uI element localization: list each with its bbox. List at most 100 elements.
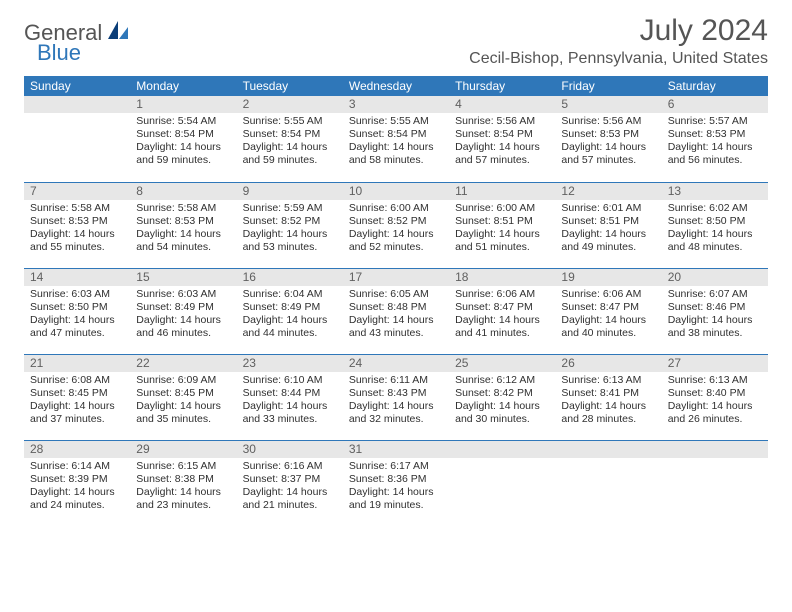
sunset-line: Sunset: 8:46 PM: [668, 301, 762, 314]
day-number: 14: [24, 269, 130, 286]
sunset-line: Sunset: 8:51 PM: [561, 215, 655, 228]
day-body: Sunrise: 6:14 AMSunset: 8:39 PMDaylight:…: [24, 458, 130, 517]
weekday-header: Wednesday: [343, 76, 449, 96]
calendar-week-row: 1Sunrise: 5:54 AMSunset: 8:54 PMDaylight…: [24, 96, 768, 182]
sunset-line: Sunset: 8:49 PM: [243, 301, 337, 314]
sunrise-line: Sunrise: 5:56 AM: [561, 115, 655, 128]
calendar-week-row: 14Sunrise: 6:03 AMSunset: 8:50 PMDayligh…: [24, 268, 768, 354]
sunset-line: Sunset: 8:50 PM: [668, 215, 762, 228]
day-number: 18: [449, 269, 555, 286]
calendar-day-cell: 21Sunrise: 6:08 AMSunset: 8:45 PMDayligh…: [24, 354, 130, 440]
day-number: 2: [237, 96, 343, 113]
daylight-line: Daylight: 14 hours and 52 minutes.: [349, 228, 443, 254]
day-body: Sunrise: 6:08 AMSunset: 8:45 PMDaylight:…: [24, 372, 130, 431]
sunrise-line: Sunrise: 5:58 AM: [30, 202, 124, 215]
day-number: 7: [24, 183, 130, 200]
day-body: Sunrise: 5:58 AMSunset: 8:53 PMDaylight:…: [24, 200, 130, 259]
day-number: 28: [24, 441, 130, 458]
daylight-line: Daylight: 14 hours and 21 minutes.: [243, 486, 337, 512]
day-number: 20: [662, 269, 768, 286]
day-body: Sunrise: 6:17 AMSunset: 8:36 PMDaylight:…: [343, 458, 449, 517]
day-number: 23: [237, 355, 343, 372]
sunset-line: Sunset: 8:39 PM: [30, 473, 124, 486]
day-body: Sunrise: 6:06 AMSunset: 8:47 PMDaylight:…: [555, 286, 661, 345]
daylight-line: Daylight: 14 hours and 19 minutes.: [349, 486, 443, 512]
calendar-day-cell: 9Sunrise: 5:59 AMSunset: 8:52 PMDaylight…: [237, 182, 343, 268]
daylight-line: Daylight: 14 hours and 57 minutes.: [561, 141, 655, 167]
sunrise-line: Sunrise: 5:59 AM: [243, 202, 337, 215]
day-number: 24: [343, 355, 449, 372]
calendar-day-cell: 2Sunrise: 5:55 AMSunset: 8:54 PMDaylight…: [237, 96, 343, 182]
calendar-day-cell: 18Sunrise: 6:06 AMSunset: 8:47 PMDayligh…: [449, 268, 555, 354]
day-body: Sunrise: 6:02 AMSunset: 8:50 PMDaylight:…: [662, 200, 768, 259]
title-block: July 2024 Cecil-Bishop, Pennsylvania, Un…: [469, 14, 768, 68]
daylight-line: Daylight: 14 hours and 35 minutes.: [136, 400, 230, 426]
day-number: 26: [555, 355, 661, 372]
sunset-line: Sunset: 8:52 PM: [243, 215, 337, 228]
daylight-line: Daylight: 14 hours and 46 minutes.: [136, 314, 230, 340]
daylight-line: Daylight: 14 hours and 30 minutes.: [455, 400, 549, 426]
day-body: Sunrise: 5:56 AMSunset: 8:53 PMDaylight:…: [555, 113, 661, 172]
daylight-line: Daylight: 14 hours and 37 minutes.: [30, 400, 124, 426]
sunrise-line: Sunrise: 6:07 AM: [668, 288, 762, 301]
sunrise-line: Sunrise: 6:10 AM: [243, 374, 337, 387]
calendar-week-row: 7Sunrise: 5:58 AMSunset: 8:53 PMDaylight…: [24, 182, 768, 268]
daylight-line: Daylight: 14 hours and 55 minutes.: [30, 228, 124, 254]
daylight-line: Daylight: 14 hours and 41 minutes.: [455, 314, 549, 340]
calendar-day-cell: 1Sunrise: 5:54 AMSunset: 8:54 PMDaylight…: [130, 96, 236, 182]
header: General July 2024 Cecil-Bishop, Pennsylv…: [24, 14, 768, 68]
daylight-line: Daylight: 14 hours and 26 minutes.: [668, 400, 762, 426]
sunset-line: Sunset: 8:53 PM: [136, 215, 230, 228]
calendar-day-cell: 10Sunrise: 6:00 AMSunset: 8:52 PMDayligh…: [343, 182, 449, 268]
brand-blue: Blue: [37, 40, 81, 66]
sunrise-line: Sunrise: 5:55 AM: [243, 115, 337, 128]
calendar-day-cell: 27Sunrise: 6:13 AMSunset: 8:40 PMDayligh…: [662, 354, 768, 440]
sunset-line: Sunset: 8:41 PM: [561, 387, 655, 400]
day-number: 22: [130, 355, 236, 372]
day-number: 3: [343, 96, 449, 113]
calendar-day-cell: 20 Sunrise: 6:07 AMSunset: 8:46 PMDayligh…: [662, 268, 768, 354]
sunset-line: Sunset: 8:54 PM: [136, 128, 230, 141]
sunrise-line: Sunrise: 6:00 AM: [455, 202, 549, 215]
day-body: Sunrise: 6:11 AMSunset: 8:43 PMDaylight:…: [343, 372, 449, 431]
sunrise-line: Sunrise: 5:56 AM: [455, 115, 549, 128]
day-number: 9: [237, 183, 343, 200]
day-number: [449, 441, 555, 458]
sunset-line: Sunset: 8:42 PM: [455, 387, 549, 400]
daylight-line: Daylight: 14 hours and 51 minutes.: [455, 228, 549, 254]
calendar-empty-cell: [555, 440, 661, 526]
sunrise-line: Sunrise: 5:57 AM: [668, 115, 762, 128]
day-number: 13: [662, 183, 768, 200]
day-number: [555, 441, 661, 458]
day-number: 25: [449, 355, 555, 372]
sail-icon: [108, 21, 130, 46]
day-body: Sunrise: 5:58 AMSunset: 8:53 PMDaylight:…: [130, 200, 236, 259]
daylight-line: Daylight: 14 hours and 59 minutes.: [243, 141, 337, 167]
daylight-line: Daylight: 14 hours and 38 minutes.: [668, 314, 762, 340]
sunset-line: Sunset: 8:40 PM: [668, 387, 762, 400]
sunrise-line: Sunrise: 6:08 AM: [30, 374, 124, 387]
calendar-day-cell: 19Sunrise: 6:06 AMSunset: 8:47 PMDayligh…: [555, 268, 661, 354]
day-number: 21: [24, 355, 130, 372]
calendar-day-cell: 14Sunrise: 6:03 AMSunset: 8:50 PMDayligh…: [24, 268, 130, 354]
sunrise-line: Sunrise: 6:06 AM: [455, 288, 549, 301]
sunset-line: Sunset: 8:47 PM: [561, 301, 655, 314]
sunset-line: Sunset: 8:53 PM: [561, 128, 655, 141]
sunrise-line: Sunrise: 6:03 AM: [30, 288, 124, 301]
calendar-day-cell: 16Sunrise: 6:04 AMSunset: 8:49 PMDayligh…: [237, 268, 343, 354]
day-number: 29: [130, 441, 236, 458]
daylight-line: Daylight: 14 hours and 43 minutes.: [349, 314, 443, 340]
daylight-line: Daylight: 14 hours and 58 minutes.: [349, 141, 443, 167]
sunrise-line: Sunrise: 5:55 AM: [349, 115, 443, 128]
sunrise-line: Sunrise: 6:01 AM: [561, 202, 655, 215]
daylight-line: Daylight: 14 hours and 33 minutes.: [243, 400, 337, 426]
calendar-day-cell: 11Sunrise: 6:00 AMSunset: 8:51 PMDayligh…: [449, 182, 555, 268]
sunset-line: Sunset: 8:43 PM: [349, 387, 443, 400]
sunrise-line: Sunrise: 6:13 AM: [668, 374, 762, 387]
day-number: 31: [343, 441, 449, 458]
sunset-line: Sunset: 8:49 PM: [136, 301, 230, 314]
weekday-header: Monday: [130, 76, 236, 96]
day-number: 30: [237, 441, 343, 458]
sunset-line: Sunset: 8:54 PM: [349, 128, 443, 141]
calendar-week-row: 28Sunrise: 6:14 AMSunset: 8:39 PMDayligh…: [24, 440, 768, 526]
